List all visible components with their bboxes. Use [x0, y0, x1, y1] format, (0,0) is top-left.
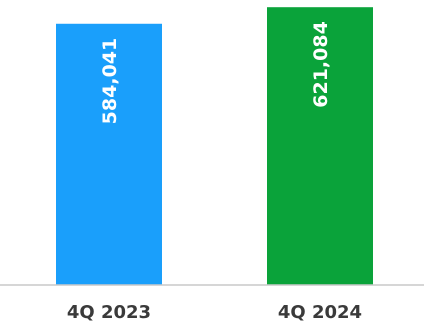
bar-2 [267, 7, 373, 285]
category-label-2: 4Q 2024 [278, 302, 362, 323]
bar-value-label-1: 584,041 [99, 38, 121, 125]
bar-value-label-2: 621,084 [310, 21, 332, 108]
category-labels-group: 4Q 2023 4Q 2024 [67, 302, 362, 323]
bars-group: 584,041 621,084 [56, 7, 373, 285]
category-label-1: 4Q 2023 [67, 302, 151, 323]
bar-1 [56, 23, 162, 285]
